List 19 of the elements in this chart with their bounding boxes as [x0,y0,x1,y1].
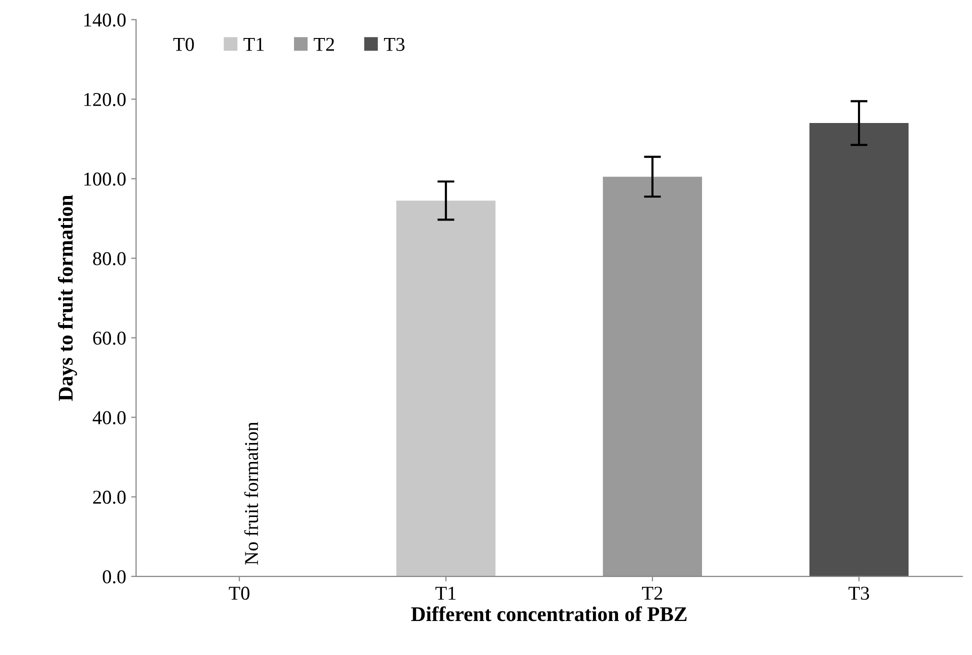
x-tick-label: T0 [228,586,250,600]
y-tick-label: 100.0 [84,172,126,186]
legend-label: T3 [384,38,404,51]
y-tick-label: 60.0 [93,332,126,345]
y-axis-title: Days to fruit formation [58,195,78,401]
y-tick-label: 80.0 [93,252,126,266]
x-axis-title: Different concentration of PBZ [411,606,687,622]
x-tick-label: T2 [642,586,662,600]
y-tick-label: 140.0 [84,13,126,27]
legend-label: T2 [314,38,334,51]
x-tick-label: T3 [848,586,870,600]
legend-label: T1 [244,38,264,51]
annotation: No fruit formation [244,422,258,565]
x-tick-label: T1 [435,586,456,600]
y-tick-label: 0.0 [102,570,126,584]
y-tick-label: 120.0 [84,93,126,106]
text: T0 [173,38,194,51]
y-tick-label: 40.0 [92,411,126,424]
y-tick-label: 20.0 [93,490,126,504]
